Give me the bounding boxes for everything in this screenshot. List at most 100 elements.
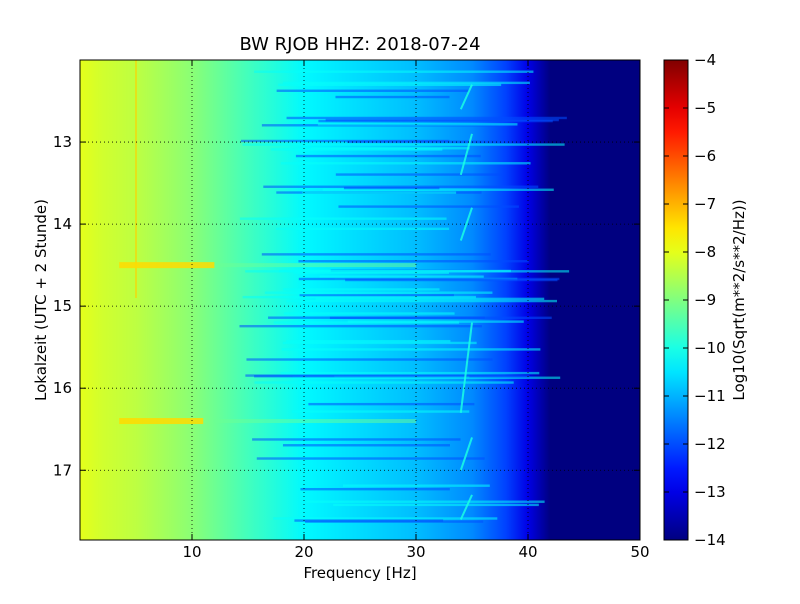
- colorbar-tick-label: −11: [694, 387, 726, 405]
- grid-lines: [80, 60, 640, 540]
- wandering-line: [459, 84, 473, 110]
- band-tail: [214, 263, 416, 268]
- streak: [317, 123, 518, 126]
- streak: [254, 381, 514, 384]
- chart-title: BW RJOB HHZ: 2018-07-24: [239, 34, 480, 55]
- streak: [291, 410, 470, 413]
- colorbar-tick-label: −10: [694, 339, 726, 357]
- streak: [256, 457, 485, 460]
- band-tail: [214, 419, 416, 424]
- streak: [308, 402, 475, 406]
- streak: [273, 517, 498, 520]
- streak: [242, 143, 565, 146]
- streak: [282, 444, 450, 447]
- spectrogram-features: [119, 60, 570, 523]
- streak: [299, 294, 454, 297]
- streak: [240, 139, 450, 143]
- wandering-line: [459, 322, 473, 413]
- streak: [280, 162, 531, 165]
- colorbar-label: Log10(Sqrt(m**2/s**2/Hz)): [730, 199, 748, 400]
- plot-frame: [79, 59, 641, 541]
- x-tick-label: 10: [182, 543, 201, 561]
- streak: [342, 484, 490, 487]
- y-tick-label: 15: [53, 297, 72, 315]
- streak: [283, 288, 440, 291]
- streak: [282, 81, 530, 85]
- streak: [295, 154, 481, 158]
- streak: [338, 205, 519, 208]
- y-tick-label: 14: [53, 215, 72, 233]
- streak: [335, 173, 502, 176]
- y-tick-label: 13: [53, 133, 72, 151]
- x-axis-label: Frequency [Hz]: [303, 564, 416, 582]
- streak: [286, 339, 451, 343]
- streak: [264, 291, 493, 294]
- streak: [242, 295, 476, 299]
- streak: [306, 500, 545, 503]
- colorbar-tick-label: −5: [694, 99, 716, 117]
- y-tick-label: 17: [53, 461, 72, 479]
- streak: [335, 95, 450, 99]
- streak: [298, 260, 529, 263]
- streak: [263, 185, 539, 188]
- streak: [276, 227, 450, 231]
- streak: [300, 487, 450, 491]
- y-axis-label: Lokalzeit (UTC + 2 Stunde): [32, 199, 50, 401]
- wandering-line: [459, 494, 473, 520]
- streak: [245, 270, 570, 273]
- streak: [302, 191, 457, 194]
- streak: [293, 271, 449, 274]
- streak: [318, 119, 553, 123]
- colorbar-tick-label: −4: [694, 51, 716, 69]
- wandering-line: [459, 437, 473, 471]
- streak: [254, 70, 534, 73]
- streak: [343, 186, 440, 190]
- colorbar-tick-label: −8: [694, 243, 716, 261]
- x-tick-label: 20: [294, 543, 313, 561]
- streak: [268, 316, 485, 319]
- colorbar-tick-label: −9: [694, 291, 716, 309]
- streak: [280, 371, 540, 375]
- x-tick-label: 40: [518, 543, 537, 561]
- streak: [276, 89, 470, 92]
- streak: [292, 376, 561, 379]
- streak: [298, 277, 560, 281]
- bright-band: [119, 418, 204, 425]
- bright-band: [119, 262, 215, 269]
- streak: [305, 520, 484, 523]
- streak: [252, 438, 461, 441]
- streak: [261, 253, 491, 256]
- x-axis-ticks: 10 20 30 40 50: [182, 60, 650, 561]
- streak: [281, 348, 541, 351]
- streak: [239, 217, 447, 220]
- y-tick-label: 16: [53, 379, 72, 397]
- colorbar: −4 −5 −6 −7 −8 −9 −10 −11 −12 −13 −14: [663, 51, 726, 549]
- streak: [254, 375, 530, 378]
- colorbar-tick-label: −7: [694, 195, 716, 213]
- colorbar-tick-label: −13: [694, 483, 726, 501]
- wandering-line: [459, 207, 473, 241]
- streak: [286, 116, 567, 120]
- streak: [347, 320, 524, 323]
- streak: [310, 147, 470, 150]
- streak: [246, 358, 493, 361]
- streak: [315, 297, 545, 301]
- streak: [239, 324, 482, 328]
- colorbar-tick-label: −12: [694, 435, 726, 453]
- streak: [319, 275, 484, 278]
- streak: [282, 341, 477, 345]
- wandering-line: [459, 133, 473, 176]
- streak: [284, 312, 455, 315]
- colorbar-tick-label: −14: [694, 531, 726, 549]
- colorbar-ticks: −4 −5 −6 −7 −8 −9 −10 −11 −12 −13 −14: [664, 51, 726, 549]
- colorbar-tick-label: −6: [694, 147, 716, 165]
- streak: [278, 83, 502, 87]
- x-tick-label: 50: [630, 543, 649, 561]
- plot-area: 10 20 30 40 50 13 14 15 16 17: [53, 59, 650, 561]
- streak: [286, 299, 557, 303]
- y-axis-ticks: 13 14 15 16 17: [53, 133, 640, 479]
- x-tick-label: 30: [406, 543, 425, 561]
- streak: [322, 188, 554, 191]
